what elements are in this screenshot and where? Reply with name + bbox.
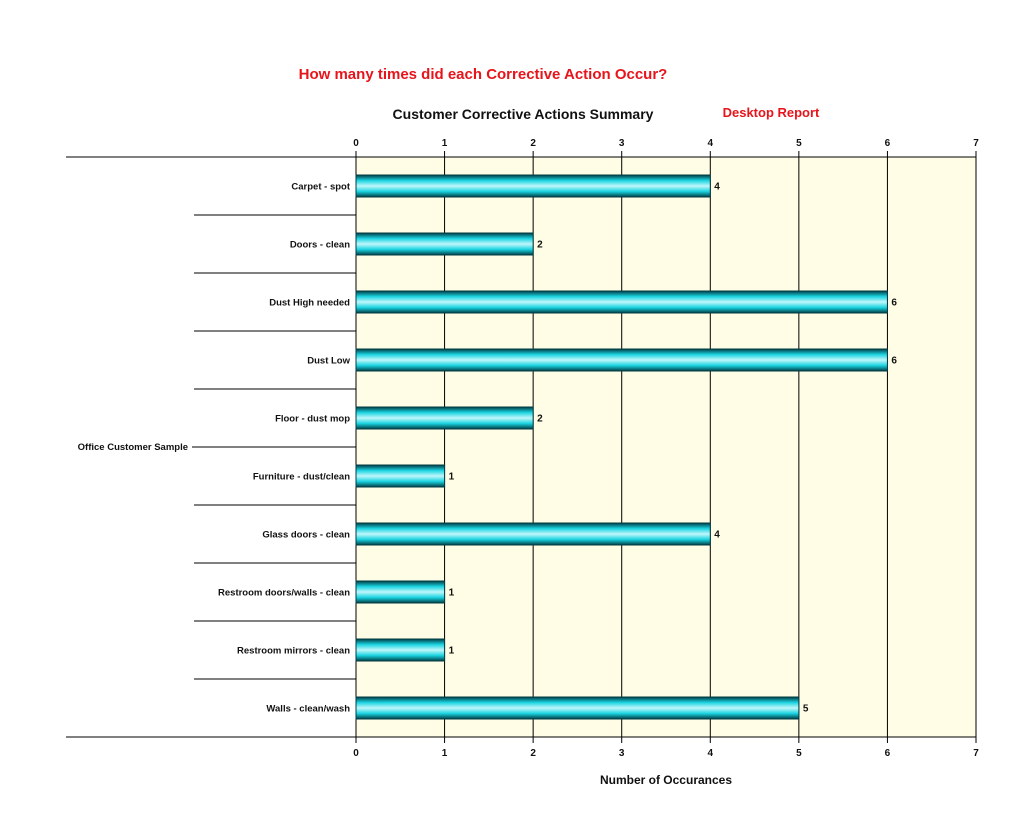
bottom-tick-label: 4 xyxy=(708,748,714,759)
bar xyxy=(355,638,446,662)
data-label: 1 xyxy=(449,588,455,599)
category-label: Carpet - spot xyxy=(291,182,350,193)
category-label: Doors - clean xyxy=(290,240,350,251)
chart-title: Customer Corrective Actions Summary xyxy=(393,106,654,122)
bar xyxy=(355,232,534,256)
category-label: Dust High needed xyxy=(269,298,350,309)
category-label: Restroom doors/walls - clean xyxy=(218,588,350,599)
gridlines xyxy=(66,151,977,743)
group-label: Office Customer Sample xyxy=(78,442,188,453)
category-label: Walls - clean/wash xyxy=(266,704,350,715)
bottom-tick-label: 2 xyxy=(530,748,536,759)
data-label: 5 xyxy=(803,704,809,715)
category-label: Dust Low xyxy=(307,356,350,367)
top-tick-label: 0 xyxy=(353,138,359,149)
category-label: Floor - dust mop xyxy=(275,414,350,425)
top-tick-label: 6 xyxy=(885,138,891,149)
category-label: Furniture - dust/clean xyxy=(253,472,350,483)
data-labels: 4 2 6 6 2 1 4 1 1 5 xyxy=(449,182,898,715)
report-label: Desktop Report xyxy=(723,105,820,120)
top-tick-label: 7 xyxy=(973,138,979,149)
bottom-tick-label: 1 xyxy=(442,748,448,759)
bar xyxy=(355,696,800,720)
bar xyxy=(355,290,888,314)
top-axis-tick-labels: 0 1 2 3 4 5 6 7 xyxy=(353,138,979,149)
data-label: 6 xyxy=(891,356,897,367)
bottom-axis-tick-labels: 0 1 2 3 4 5 6 7 xyxy=(353,748,979,759)
data-label: 6 xyxy=(891,298,897,309)
data-label: 4 xyxy=(714,530,720,541)
headline: How many times did each Corrective Actio… xyxy=(299,66,668,83)
top-tick-label: 2 xyxy=(530,138,536,149)
category-labels: Carpet - spot Doors - clean Dust High need… xyxy=(218,182,351,715)
data-label: 2 xyxy=(537,240,543,251)
bottom-tick-label: 6 xyxy=(885,748,891,759)
data-label: 4 xyxy=(714,182,720,193)
bottom-tick-label: 7 xyxy=(973,748,979,759)
data-label: 1 xyxy=(449,472,455,483)
top-tick-label: 1 xyxy=(442,138,448,149)
bottom-tick-label: 0 xyxy=(353,748,359,759)
top-tick-label: 3 xyxy=(619,138,625,149)
bar xyxy=(355,174,711,198)
category-label: Glass doors - clean xyxy=(262,530,350,541)
data-label: 2 xyxy=(537,414,543,425)
top-tick-label: 5 xyxy=(796,138,802,149)
category-label: Restroom mirrors - clean xyxy=(237,646,350,657)
bottom-tick-label: 5 xyxy=(796,748,802,759)
data-label: 1 xyxy=(449,646,455,657)
bar xyxy=(355,522,711,546)
bar xyxy=(355,348,888,372)
x-axis-label: Number of Occurances xyxy=(600,773,732,787)
bars xyxy=(355,174,888,720)
top-tick-label: 4 xyxy=(708,138,714,149)
bar xyxy=(355,580,446,604)
bottom-tick-label: 3 xyxy=(619,748,625,759)
bar xyxy=(355,464,446,488)
bar xyxy=(355,406,534,430)
